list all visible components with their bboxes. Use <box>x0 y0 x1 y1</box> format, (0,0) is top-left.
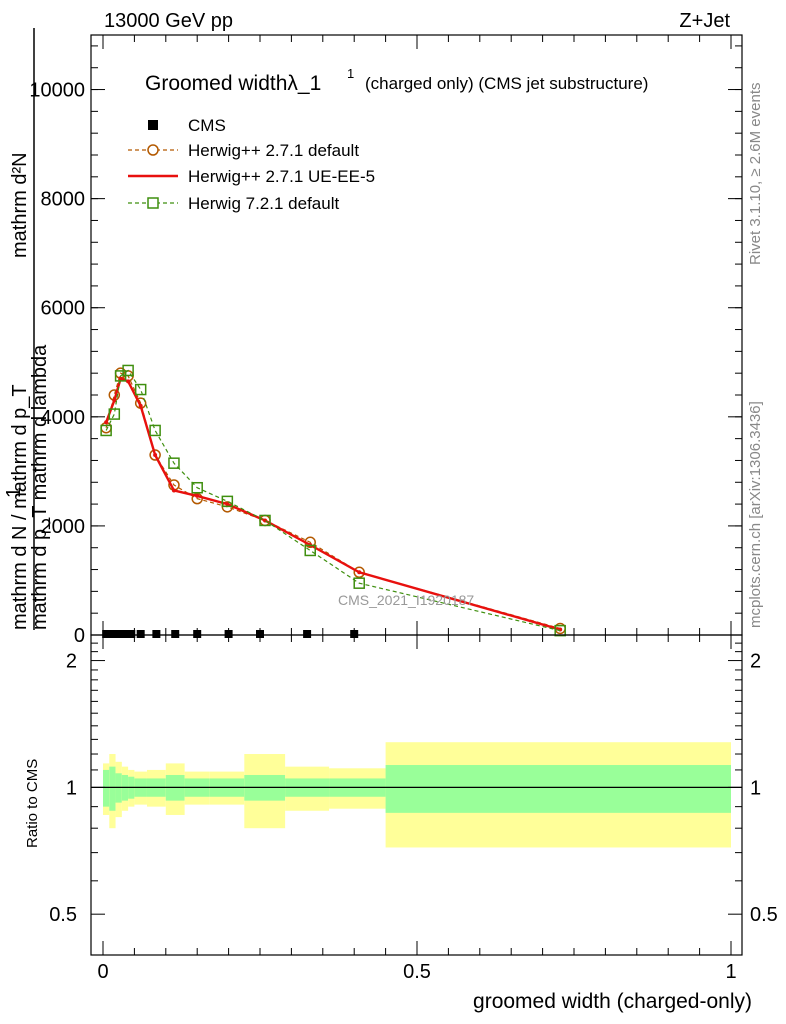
legend-marker <box>147 197 159 209</box>
data-point <box>126 379 131 384</box>
legend-label: Herwig++ 2.7.1 UE-EE-5 <box>188 167 375 186</box>
data-point <box>357 570 362 575</box>
legend-marker <box>148 120 158 130</box>
data-point <box>195 493 200 498</box>
legend-label: Herwig++ 2.7.1 default <box>188 141 359 160</box>
data-point <box>554 624 566 637</box>
ylabel-fraction-numerator: 1 <box>3 487 25 498</box>
xtick-label: 0.5 <box>403 961 431 983</box>
main-series-layer <box>100 364 566 638</box>
data-point <box>122 364 134 377</box>
ratio-ytick-label: 0.5 <box>49 904 77 926</box>
data-point <box>225 502 230 507</box>
main-ytick-label: 8000 <box>41 189 86 211</box>
ratio-bands <box>91 742 742 848</box>
main-ytick-label: 6000 <box>41 298 86 320</box>
data-point <box>108 408 121 420</box>
main-title: Groomed widthλ_1 1 (charged only) (CMS j… <box>145 66 648 95</box>
ratio-ytick-label-right: 0.5 <box>750 904 778 926</box>
data-point <box>149 424 161 437</box>
data-point <box>259 514 271 527</box>
legend-marker <box>147 144 159 156</box>
ylabel-bottom: mathrm d N / mathrm d p_T <box>9 384 31 630</box>
series-0 <box>102 630 359 638</box>
data-point <box>171 488 176 493</box>
xtick-label: 0 <box>97 961 108 983</box>
legend-entry: Herwig 7.2.1 default <box>128 194 339 213</box>
ratio-band-inner <box>109 766 116 811</box>
legend-entry: Herwig++ 2.7.1 UE-EE-5 <box>128 167 375 186</box>
data-point <box>224 630 233 638</box>
data-point <box>221 495 234 508</box>
data-point <box>100 424 112 437</box>
data-point <box>193 630 202 638</box>
chart-title-suffix: (charged only) (CMS jet substructure) <box>365 74 648 93</box>
data-point <box>168 457 180 469</box>
data-point <box>118 376 123 381</box>
data-point <box>104 420 109 425</box>
main-ytick-label: 0 <box>74 625 85 647</box>
data-point <box>136 630 145 638</box>
data-point <box>138 403 143 408</box>
legend-entry: CMS <box>148 116 226 135</box>
ratio-ytick-label: 2 <box>66 651 77 673</box>
series-3 <box>100 364 566 637</box>
data-point <box>171 630 180 638</box>
data-point <box>120 630 129 638</box>
main-ylabel: mathrm d N / mathrm d p_T 1 mathrm d²N m… <box>3 28 51 630</box>
data-point <box>353 577 365 589</box>
data-point <box>191 481 203 494</box>
rivet-label: Rivet 3.1.10, ≥ 2.6M events <box>747 83 764 266</box>
ratio-ylabel: Ratio to CMS <box>24 759 41 848</box>
mcplots-label: mcplots.cern.ch [arXiv:1306.3436] <box>747 401 764 628</box>
data-point <box>256 630 264 638</box>
data-point <box>353 566 365 579</box>
ratio-ytick-label-right: 2 <box>750 651 761 673</box>
data-point <box>153 453 158 457</box>
legend-label: CMS <box>188 116 226 135</box>
watermark: CMS_2021_I1920187 <box>338 592 474 608</box>
ratio-axes: 0.5 0.5 1 1 2 2 0 0.5 1 <box>49 635 778 983</box>
chart-title-sup: 1 <box>347 66 354 81</box>
data-point <box>191 492 203 505</box>
ratio-ytick-label-right: 1 <box>750 777 761 799</box>
data-point <box>127 630 136 638</box>
data-point <box>134 383 147 396</box>
data-point <box>102 630 111 638</box>
legend: CMS Herwig++ 2.7.1 default Herwig++ 2.7.1 … <box>128 116 375 213</box>
main-axes: 0 2000 4000 6000 8000 10000 <box>29 35 742 647</box>
ylabel-top: mathrm d²N <box>9 152 31 258</box>
ylabel-top-denominator: mathrm d p_T mathrm d lambda <box>29 344 51 630</box>
main-ytick-label: 2000 <box>41 516 86 538</box>
ratio-band-inner <box>385 765 731 813</box>
legend-label: Herwig 7.2.1 default <box>188 194 339 213</box>
xlabel: groomed width (charged-only) <box>473 990 752 1013</box>
series-2 <box>104 376 563 632</box>
main-ytick-label: 4000 <box>41 407 86 429</box>
data-point <box>304 544 316 557</box>
data-point <box>152 630 161 638</box>
xtick-label: 1 <box>725 961 736 983</box>
data-point <box>112 398 117 403</box>
chart-title: Groomed widthλ_1 <box>145 72 321 95</box>
data-point <box>303 630 312 638</box>
data-point <box>350 630 359 638</box>
data-point <box>149 449 161 461</box>
data-point <box>108 630 117 638</box>
main-ytick-label: 10000 <box>29 80 85 102</box>
header-process: Z+Jet <box>679 10 730 32</box>
ratio-ytick-label: 1 <box>66 777 77 799</box>
data-point <box>114 630 123 638</box>
series-line <box>105 372 561 630</box>
data-point <box>558 627 563 632</box>
legend-entry: Herwig++ 2.7.1 default <box>128 141 359 160</box>
series-line <box>105 377 561 631</box>
header-energy: 13000 GeV pp <box>104 10 233 32</box>
ratio-band-inner <box>103 769 110 807</box>
series-line <box>105 369 561 632</box>
series-1 <box>100 367 566 635</box>
